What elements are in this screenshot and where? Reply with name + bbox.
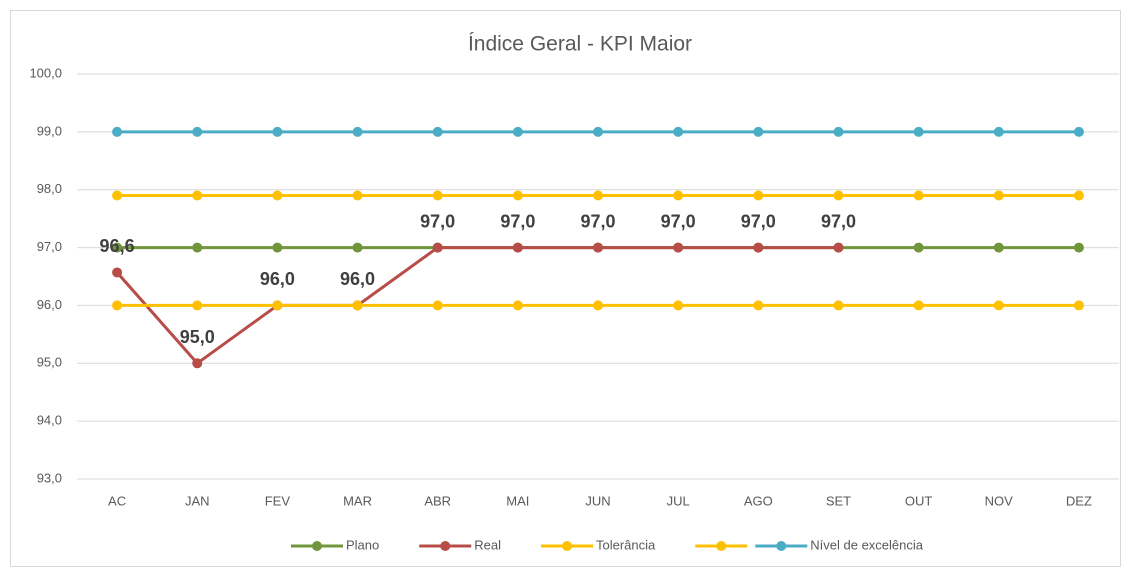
point (593, 242, 603, 253)
y-tick-label: 94,0 (37, 413, 62, 428)
legend-marker (562, 541, 572, 551)
point (512, 300, 523, 311)
point (913, 126, 924, 137)
point (913, 242, 924, 253)
point (753, 126, 764, 137)
x-tick-label: AC (108, 493, 126, 508)
legend-label: Plano (346, 537, 379, 552)
point (112, 190, 123, 201)
point (673, 300, 684, 311)
point (112, 300, 123, 311)
data-label: 97,0 (741, 211, 776, 231)
point (192, 190, 203, 201)
point (352, 300, 363, 311)
y-tick-label: 99,0 (37, 123, 62, 138)
legend-marker (716, 541, 727, 551)
point (1073, 242, 1084, 253)
legend-marker (440, 541, 451, 551)
point (192, 300, 203, 311)
data-label: 96,0 (340, 269, 375, 289)
point (272, 190, 283, 201)
point (512, 242, 523, 253)
point (272, 300, 283, 311)
point (512, 190, 523, 201)
point (833, 300, 844, 311)
y-tick-label: 93,0 (37, 470, 62, 485)
point (432, 190, 443, 201)
point (432, 126, 443, 137)
point (112, 267, 123, 278)
point (352, 126, 363, 137)
y-tick-label: 96,0 (37, 297, 62, 312)
point (913, 300, 924, 311)
data-label: 97,0 (661, 211, 696, 231)
point (993, 190, 1004, 201)
x-tick-label: NOV (985, 493, 1014, 508)
point (112, 242, 123, 253)
point (432, 300, 443, 311)
point (272, 126, 283, 137)
point (1073, 300, 1084, 311)
legend-marker (312, 541, 322, 551)
point (593, 126, 603, 137)
point (833, 126, 844, 137)
x-tick-label: JUL (667, 493, 690, 508)
point (1073, 126, 1084, 137)
point (833, 242, 844, 253)
y-tick-label: 95,0 (37, 355, 62, 370)
legend-marker (776, 541, 787, 551)
point (512, 126, 523, 137)
point (352, 242, 363, 253)
legend-label: Real (474, 537, 501, 552)
point (112, 126, 123, 137)
data-label: 96,6 (100, 236, 135, 256)
point (913, 190, 924, 201)
legend-label: Tolerância (596, 537, 656, 552)
x-tick-label: FEV (265, 493, 291, 508)
point (993, 242, 1004, 253)
data-label: 96,0 (260, 269, 295, 289)
point (593, 190, 603, 201)
data-label: 97,0 (580, 211, 615, 231)
point (993, 300, 1004, 311)
x-tick-label: AGO (744, 493, 773, 508)
point (192, 126, 203, 137)
point (673, 190, 684, 201)
point (432, 242, 443, 253)
x-tick-label: ABR (424, 493, 451, 508)
y-tick-label: 98,0 (37, 181, 62, 196)
x-tick-label: MAR (343, 493, 372, 508)
point (1073, 190, 1084, 201)
x-tick-label: MAI (506, 493, 529, 508)
data-label: 95,0 (180, 327, 215, 347)
point (593, 300, 603, 311)
x-tick-label: JUN (585, 493, 610, 508)
point (673, 242, 684, 253)
point (753, 300, 764, 311)
x-tick-label: OUT (905, 493, 933, 508)
data-label: 97,0 (500, 211, 535, 231)
data-label: 97,0 (420, 211, 455, 231)
chart-title: Índice Geral - KPI Maior (468, 33, 692, 56)
y-tick-label: 97,0 (37, 239, 62, 254)
legend-label: Nível de excelência (810, 537, 923, 552)
x-tick-label: SET (826, 493, 851, 508)
x-tick-label: DEZ (1066, 493, 1092, 508)
point (993, 126, 1004, 137)
point (192, 358, 203, 369)
point (833, 190, 844, 201)
point (673, 126, 684, 137)
data-label: 97,0 (821, 211, 856, 231)
point (753, 190, 764, 201)
point (352, 190, 363, 201)
y-tick-label: 100,0 (29, 65, 62, 80)
point (192, 242, 203, 253)
point (272, 242, 283, 253)
chart-border (10, 10, 1121, 567)
point (753, 242, 764, 253)
x-tick-label: JAN (185, 493, 210, 508)
series-line (115, 246, 839, 365)
